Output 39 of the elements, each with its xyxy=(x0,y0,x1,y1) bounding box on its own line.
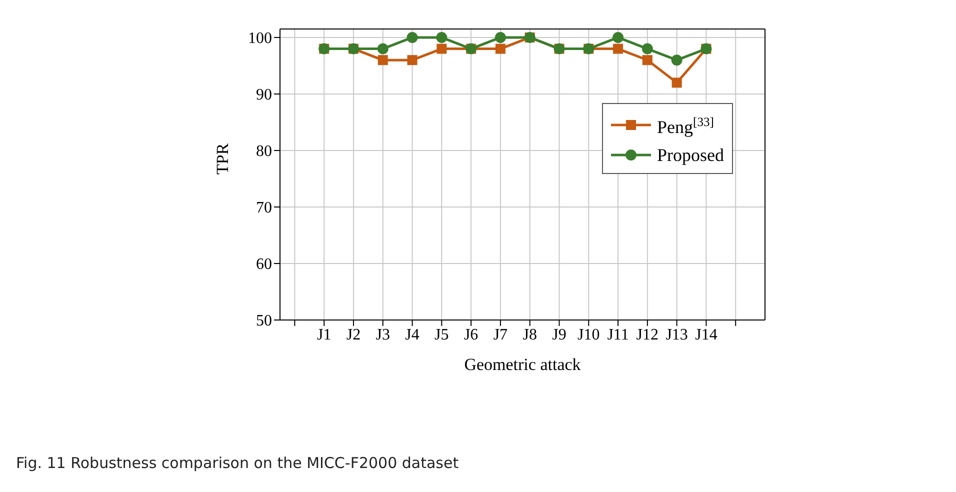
point xyxy=(612,32,624,43)
y-tick-label: 60 xyxy=(256,256,272,274)
x-tick-label: J3 xyxy=(376,326,390,344)
x-tick-label: J11 xyxy=(607,326,629,344)
x-tick-label: J8 xyxy=(522,326,537,344)
y-tick-label: 50 xyxy=(256,312,272,330)
y-tick-label: 80 xyxy=(256,143,272,160)
point xyxy=(642,43,653,54)
point xyxy=(377,43,388,54)
x-tick-label: J2 xyxy=(346,326,361,344)
point xyxy=(436,44,447,54)
point xyxy=(494,32,506,43)
x-tick-label: J10 xyxy=(578,326,600,344)
legend-label: Proposed xyxy=(657,145,724,165)
x-tick-label: J1 xyxy=(316,326,332,344)
point xyxy=(642,55,652,66)
x-tick-label: J14 xyxy=(695,326,718,344)
point xyxy=(406,32,418,43)
y-tick-label: 70 xyxy=(256,200,272,217)
legend-label: Peng$^{[33]}$ xyxy=(657,115,714,137)
point xyxy=(407,55,418,66)
y-axis-title: TPR xyxy=(213,142,232,174)
x-tick-label: J9 xyxy=(552,326,566,344)
x-tick-label: J5 xyxy=(434,326,449,344)
x-tick-label: J4 xyxy=(405,326,420,344)
x-tick-label: J12 xyxy=(636,326,659,344)
x-tick-label: J13 xyxy=(666,326,688,344)
x-tick-label: J7 xyxy=(493,326,508,344)
point xyxy=(436,32,448,43)
y-tick-label: 90 xyxy=(256,86,272,104)
point xyxy=(671,54,682,66)
point xyxy=(672,78,682,88)
point xyxy=(495,44,506,54)
text: Fig. 11 Robustness comparison on the MICC-F2000 dataset xyxy=(16,454,459,472)
y-tick-label: 100 xyxy=(248,30,272,48)
x-axis-title: Geometric attack xyxy=(464,355,582,374)
point xyxy=(378,55,388,66)
x-tick-label: J6 xyxy=(464,326,478,344)
point xyxy=(613,44,624,54)
